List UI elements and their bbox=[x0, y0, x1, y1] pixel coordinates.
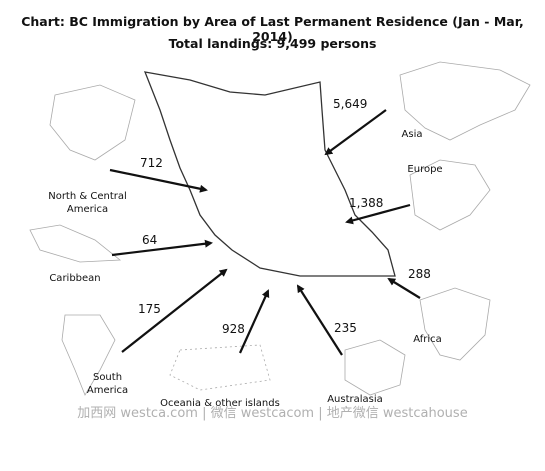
value-label: 235 bbox=[334, 321, 357, 335]
flow-arrow bbox=[111, 239, 213, 257]
region-label: North & Central America bbox=[48, 191, 127, 215]
watermark: 加西网 westca.com | 微信 westcacom | 地产微信 wes… bbox=[77, 406, 468, 421]
region-label: South America bbox=[86, 372, 129, 396]
region-label: Africa bbox=[413, 334, 442, 345]
chart-subtitle: Total landings: 9,499 persons bbox=[168, 36, 377, 51]
flow-arrow bbox=[345, 203, 411, 225]
flow-arrow bbox=[324, 109, 387, 156]
region-label: Asia bbox=[401, 129, 423, 140]
bc-outline bbox=[143, 71, 396, 277]
value-label: 64 bbox=[142, 233, 158, 247]
value-label: 1,388 bbox=[349, 196, 384, 210]
flow-arrow bbox=[387, 277, 421, 299]
value-label: 288 bbox=[408, 267, 431, 281]
flow-arrow bbox=[296, 284, 343, 356]
region-label: Oceania & other islands bbox=[160, 398, 280, 409]
region-label: Australasia bbox=[327, 394, 383, 405]
region-label: Europe bbox=[407, 164, 443, 175]
value-label: 928 bbox=[222, 322, 245, 336]
flow-arrow bbox=[238, 289, 270, 354]
flow-arrow bbox=[121, 268, 228, 353]
value-label: 5,649 bbox=[333, 97, 368, 111]
flow-arrow bbox=[109, 168, 208, 193]
continent-sketches bbox=[29, 61, 531, 396]
chart-title: Chart: BC Immigration by Area of Last Pe… bbox=[21, 14, 524, 44]
value-label: 175 bbox=[138, 302, 161, 316]
region-label: Caribbean bbox=[49, 273, 101, 284]
value-label: 712 bbox=[140, 156, 163, 170]
